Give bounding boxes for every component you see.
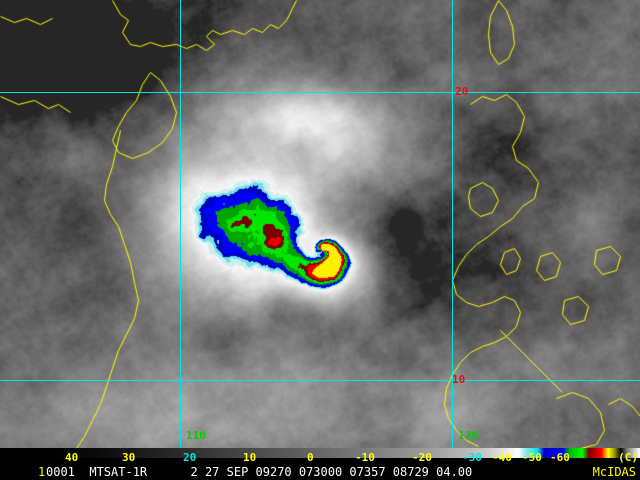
colorbar-tick-minus40: -40 — [492, 451, 512, 464]
latitude-gridline-10 — [0, 380, 640, 381]
latitude-label-20: 20 — [455, 85, 469, 98]
colorbar-tick-minus10: -10 — [355, 451, 375, 464]
latitude-label-10: 10 — [452, 373, 466, 386]
mcidas-branding: McIDAS — [592, 465, 636, 479]
satellite-image-canvas[interactable]: 20 10 110 120 — [0, 0, 640, 448]
colorbar-unit-label: (C) — [618, 451, 638, 464]
colorbar-tick-minus60: -60 — [550, 451, 570, 464]
bottom-info-bar: (C) 40 30 20 10 0 -10 -20 -30 -40 -50 -60 1 0001 M… — [0, 448, 640, 480]
image-metadata-text: 0001 MTSAT-1R 2 27 SEP 09270 073000 0735… — [46, 465, 473, 479]
longitude-label-120: 120 — [458, 429, 478, 442]
colorbar-tick-labels: (C) 40 30 20 10 0 -10 -20 -30 -40 -50 -60 — [0, 448, 640, 465]
enhanced-ir-imagery — [0, 0, 640, 448]
longitude-gridline-120 — [452, 0, 453, 448]
colorbar-tick-0: 0 — [307, 451, 314, 464]
status-line: 1 0001 MTSAT-1R 2 27 SEP 09270 073000 07… — [0, 464, 640, 480]
colorbar-tick-30: 30 — [122, 451, 136, 464]
frame-number: 1 — [38, 465, 46, 479]
temperature-colorbar[interactable] — [0, 448, 640, 458]
longitude-label-110: 110 — [186, 429, 206, 442]
colorbar-tick-minus30: -30 — [462, 451, 482, 464]
colorbar-tick-minus20: -20 — [412, 451, 432, 464]
latitude-gridline-20 — [0, 92, 640, 93]
longitude-gridline-110 — [180, 0, 181, 448]
colorbar-tick-10: 10 — [243, 451, 257, 464]
colorbar-tick-40: 40 — [65, 451, 79, 464]
colorbar-tick-minus50: -50 — [522, 451, 542, 464]
colorbar-tick-20: 20 — [183, 451, 197, 464]
